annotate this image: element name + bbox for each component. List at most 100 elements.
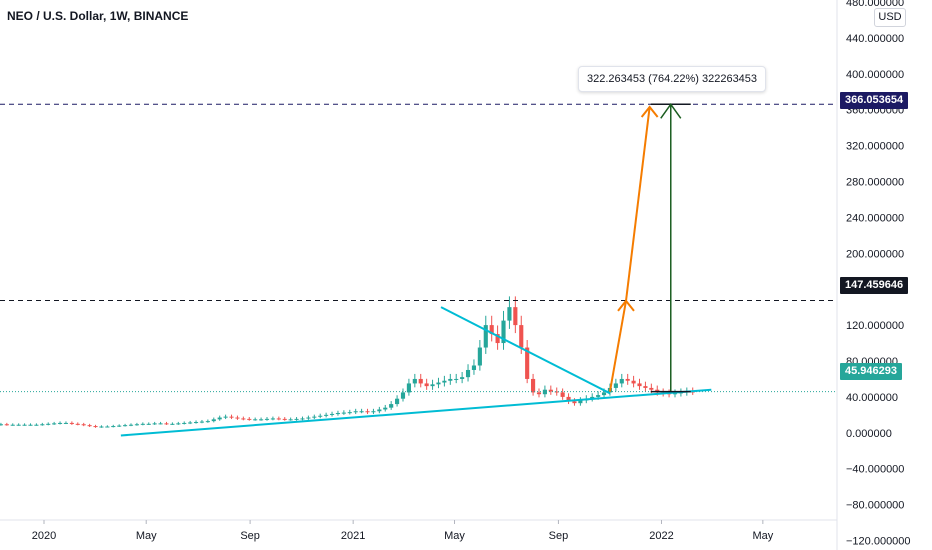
candle-body [152, 423, 157, 425]
candle-body [436, 382, 441, 385]
candle-body [69, 422, 74, 424]
candle-body [501, 320, 506, 344]
candle-body [566, 396, 571, 402]
time-tick-label: May [752, 530, 773, 542]
candle-body [324, 414, 329, 416]
candle-body [75, 423, 80, 425]
time-tick-label: 2021 [341, 530, 365, 542]
price-tick-label: 40.000000 [846, 392, 898, 404]
candle-body [270, 418, 275, 420]
descending-trendline [440, 306, 611, 395]
price-tick-label: −120.000000 [846, 536, 911, 548]
candle-body [146, 423, 151, 425]
candle-body [134, 424, 139, 426]
target-price-tag: 366.053654 [840, 92, 909, 109]
candle-body [365, 411, 370, 413]
time-tick-label: Sep [549, 530, 569, 542]
candle-body [353, 411, 358, 413]
candle-body [34, 424, 39, 426]
price-tick-label: −80.000000 [846, 500, 904, 512]
candle-body [554, 391, 559, 393]
price-tick-label: 240.000000 [846, 212, 904, 224]
drawing-layer [0, 102, 837, 437]
time-tick-label: 2022 [649, 530, 673, 542]
candle-body [300, 418, 305, 420]
last-price-tag: 45.946293 [840, 363, 902, 380]
candle-body [81, 424, 86, 426]
candle-body [460, 377, 465, 379]
candle-body [318, 415, 323, 417]
candle-body [105, 426, 110, 428]
candle-body [93, 426, 98, 428]
time-tick-label: May [444, 530, 465, 542]
candle-body [117, 425, 122, 427]
price-tick-label: −40.000000 [846, 464, 904, 476]
candle-body [448, 378, 453, 381]
candle-body [548, 389, 553, 392]
candle-body [264, 418, 270, 420]
price-tick-label: 0.000000 [846, 428, 892, 440]
chart-area [0, 0, 838, 550]
candle-body [377, 409, 382, 412]
candle-body [400, 392, 406, 399]
candle-body [158, 423, 163, 425]
candle-body [223, 416, 228, 418]
candle-body [371, 411, 376, 413]
price-tick-label: 400.000000 [846, 69, 904, 81]
price-tick-label: 440.000000 [846, 33, 904, 45]
ascending-trendline [120, 388, 712, 437]
chart-title: NEO / U.S. Dollar, 1W, BINANCE [7, 9, 189, 23]
candle-body [28, 424, 33, 426]
candle-body [424, 383, 429, 387]
time-tick-label: Sep [240, 530, 260, 542]
candle-body [560, 392, 565, 397]
candle-body [63, 422, 69, 424]
candle-body [288, 419, 293, 421]
candle-body [359, 411, 364, 413]
candle-body [412, 378, 417, 384]
candle-body [99, 426, 104, 428]
candle-body [483, 325, 488, 348]
candle-body [306, 417, 311, 419]
candle-body [16, 424, 21, 426]
candle-body [643, 386, 648, 388]
candle-body [170, 423, 175, 425]
price-tick-label: 280.000000 [846, 177, 904, 189]
candle-body [649, 387, 654, 390]
candle-body [199, 421, 205, 423]
candle-body [601, 392, 607, 396]
candle-body [507, 307, 512, 321]
candle-body [87, 425, 92, 427]
candle-body [10, 424, 15, 426]
candle-body [625, 378, 630, 381]
candle-body [536, 392, 542, 395]
candle-body [217, 417, 222, 420]
candle-body [229, 416, 234, 418]
candle-body [241, 418, 246, 420]
candle-body [205, 421, 210, 423]
time-axis: 2020 May Sep 2021 May Sep 2022 May [32, 520, 774, 542]
projection-arrow-2 [625, 106, 651, 301]
projection-arrow-1 [608, 300, 627, 392]
candle-body [211, 419, 216, 422]
projection-arrowhead-2 [640, 105, 659, 118]
time-tick-label: May [136, 530, 157, 542]
candle-body [525, 347, 530, 379]
candle-body [637, 383, 642, 387]
candle-body [235, 417, 240, 419]
candle-body [341, 412, 346, 414]
candle-body [542, 389, 547, 395]
price-tick-label: 200.000000 [846, 248, 904, 260]
candle-body [253, 419, 258, 421]
candle-body [0, 424, 3, 426]
candle-body [442, 380, 447, 383]
measure-arrowhead [660, 102, 682, 119]
currency-unit-badge[interactable]: USD [874, 8, 906, 27]
candle-body [672, 393, 678, 395]
candle-body [176, 423, 181, 425]
candle-body [489, 325, 494, 335]
candle-body [590, 396, 595, 399]
candle-body [578, 400, 583, 404]
candle-body [613, 383, 618, 388]
